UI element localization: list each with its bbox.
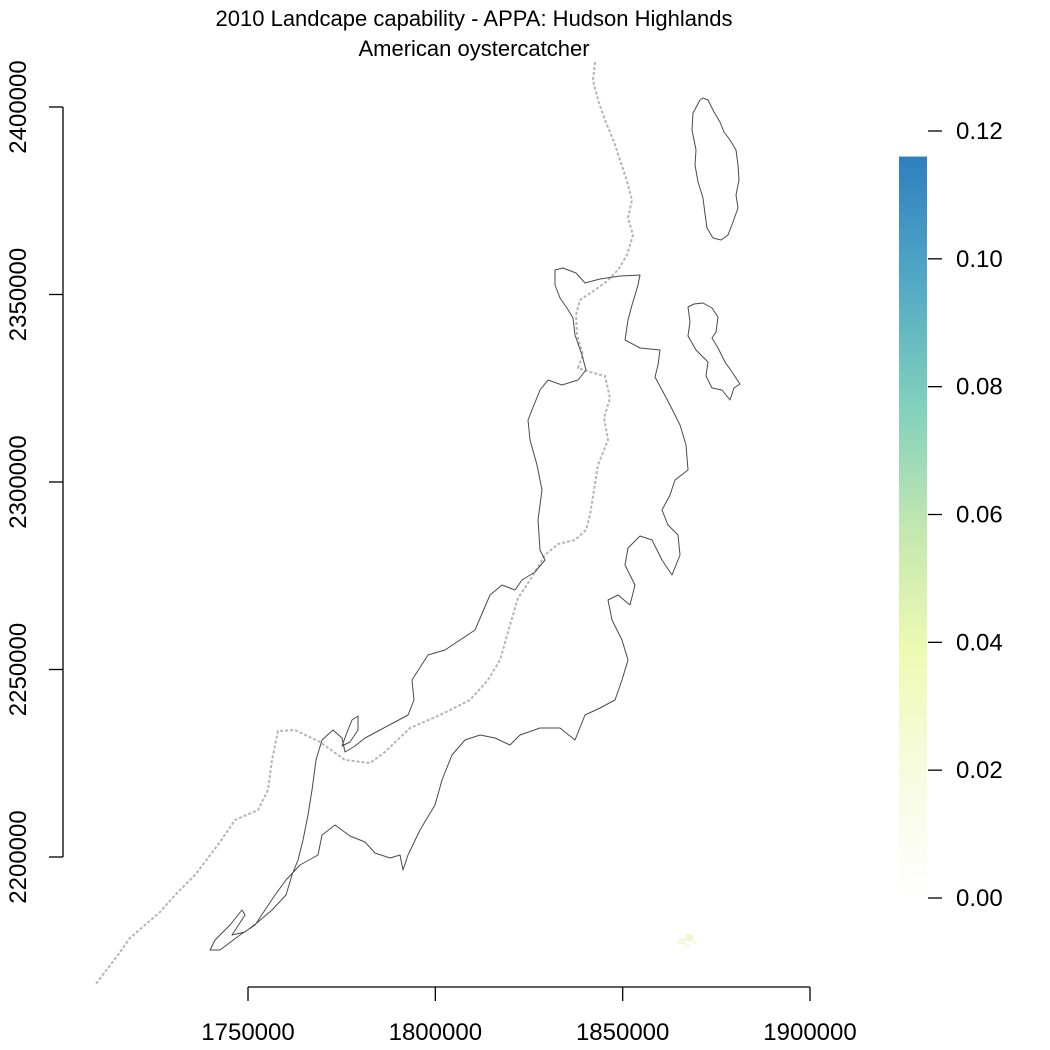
legend-tick-label: 0.02 xyxy=(956,757,1003,784)
x-tick-label: 1850000 xyxy=(576,1019,669,1046)
legend-tick-label: 0.04 xyxy=(956,629,1003,656)
region-outline-east-lobe xyxy=(687,302,741,401)
y-tick-label: 2250000 xyxy=(5,623,32,716)
region-outline-west-finger xyxy=(341,715,359,747)
x-tick-label: 1900000 xyxy=(763,1019,856,1046)
y-tick-label: 2300000 xyxy=(5,435,32,528)
capability-pixels xyxy=(678,934,697,948)
x-tick-label: 1800000 xyxy=(389,1019,482,1046)
state-boundary-line xyxy=(94,61,635,986)
map-subtitle: American oystercatcher xyxy=(358,36,589,61)
legend-tick-label: 0.12 xyxy=(956,118,1003,145)
legend-tick-label: 0.06 xyxy=(956,502,1003,529)
legend-tick-label: 0.00 xyxy=(956,885,1003,912)
y-tick-label: 2400000 xyxy=(5,60,32,153)
legend-tick-label: 0.10 xyxy=(956,246,1003,273)
x-tick-label: 1750000 xyxy=(201,1019,294,1046)
y-tick-label: 2200000 xyxy=(5,810,32,903)
region-outline-north-island xyxy=(691,97,740,241)
legend-color-bar xyxy=(899,156,927,899)
legend-tick-label: 0.08 xyxy=(956,374,1003,401)
x-axis: 1750000 1800000 1850000 1900000 xyxy=(201,986,857,1046)
map-title: 2010 Landcape capability - APPA: Hudson … xyxy=(216,6,733,31)
y-tick-label: 2350000 xyxy=(5,248,32,341)
y-axis: 2200000 2250000 2300000 2350000 2400000 xyxy=(5,60,64,904)
color-legend: 0.00 0.02 0.04 0.06 0.08 0.10 0.12 xyxy=(899,118,1003,912)
region-outline-main xyxy=(209,267,689,951)
